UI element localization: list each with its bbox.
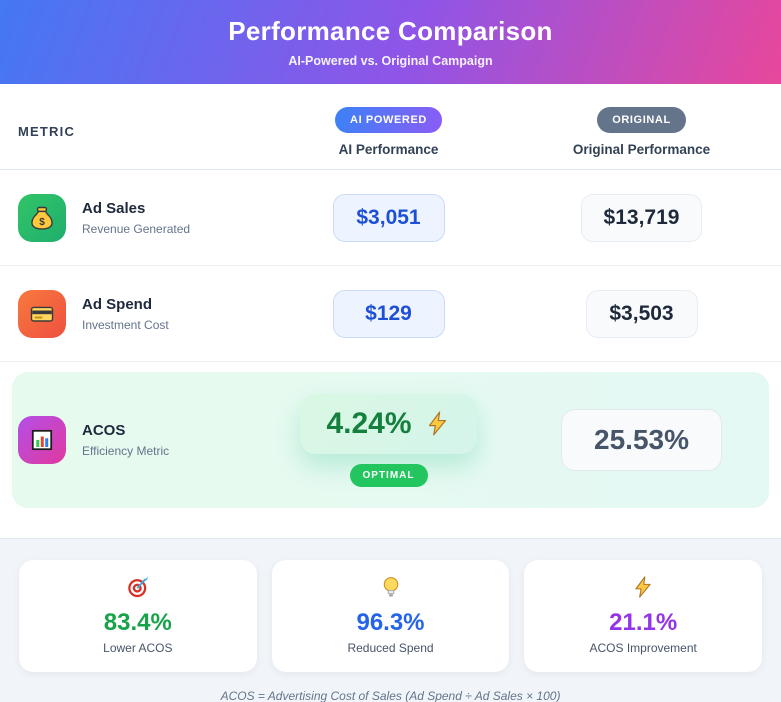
summary-label: Reduced Spend — [347, 641, 434, 655]
original-column-label: Original Performance — [572, 141, 711, 157]
summary-label: ACOS Improvement — [589, 641, 697, 655]
metric-cell: $ Ad Sales Revenue Generated — [18, 193, 262, 242]
ai-value-cell: 4.24% OPTIMAL — [262, 393, 515, 487]
table-row-ad-sales: $ Ad Sales Revenue Generated $3,051 $13,… — [0, 170, 781, 266]
original-value-cell: 25.53% — [515, 409, 768, 471]
acos-ai-value: 4.24% — [326, 406, 412, 440]
summary-value: 96.3% — [356, 609, 425, 636]
bar-chart-icon — [18, 416, 66, 464]
original-value: $13,719 — [580, 193, 703, 242]
metric-description: Investment Cost — [82, 317, 169, 332]
metric-cell: ACOS Efficiency Metric — [18, 416, 262, 464]
ai-column-header: AI POWERED AI Performance — [262, 106, 515, 157]
summary-footer: 83.4% Lower ACOS 96.3% Reduced Spend 21.… — [0, 538, 781, 702]
page-title: Performance Comparison — [228, 16, 553, 46]
summary-card-reduced-spend: 96.3% Reduced Spend — [271, 560, 510, 672]
original-value-cell: $3,503 — [515, 289, 768, 338]
table-header-row: METRIC AI POWERED AI Performance ORIGINA… — [0, 84, 781, 170]
metric-description: Revenue Generated — [82, 221, 191, 236]
acos-original-value: 25.53% — [561, 409, 722, 471]
ai-powered-badge: AI POWERED — [335, 106, 442, 133]
summary-value: 21.1% — [609, 609, 678, 636]
metric-text: ACOS Efficiency Metric — [82, 422, 169, 458]
metric-text: Ad Spend Investment Cost — [82, 296, 169, 332]
metric-name: ACOS — [82, 422, 126, 439]
table-row-acos-highlighted: ACOS Efficiency Metric 4.24% OPTIMAL 25.… — [12, 372, 769, 508]
summary-value: 83.4% — [103, 609, 172, 636]
ai-value-cell: $3,051 — [262, 193, 515, 242]
optimal-status-badge: OPTIMAL — [349, 463, 428, 487]
credit-card-icon — [18, 289, 66, 338]
metric-name: Ad Spend — [82, 295, 152, 313]
page-subtitle: AI-Powered vs. Original Campaign — [288, 54, 493, 68]
summary-card-acos-improvement: 21.1% ACOS Improvement — [524, 560, 763, 672]
money-bag-icon: $ — [18, 193, 66, 242]
metric-description: Efficiency Metric — [82, 444, 170, 458]
ai-column-label: AI Performance — [338, 141, 439, 157]
original-value-cell: $13,719 — [515, 193, 768, 242]
summary-card-lower-acos: 83.4% Lower ACOS — [19, 560, 257, 672]
metric-cell: Ad Spend Investment Cost — [18, 289, 262, 338]
ai-value: $129 — [332, 289, 445, 338]
acos-ai-value-box: 4.24% — [300, 393, 477, 454]
ai-value-cell: $129 — [262, 289, 515, 338]
table-row-ad-spend: Ad Spend Investment Cost $129 $3,503 — [0, 266, 781, 362]
original-badge: ORIGINAL — [597, 106, 686, 133]
summary-label: Lower ACOS — [103, 641, 173, 655]
light-bulb-icon — [280, 575, 502, 604]
header-banner: Performance Comparison AI-Powered vs. Or… — [0, 0, 781, 84]
original-column-header: ORIGINAL Original Performance — [515, 106, 768, 157]
svg-text:$: $ — [39, 217, 45, 228]
summary-cards: 83.4% Lower ACOS 96.3% Reduced Spend 21.… — [19, 560, 763, 672]
lightning-bolt-icon — [532, 575, 754, 604]
metric-text: Ad Sales Revenue Generated — [82, 200, 190, 236]
metric-name: Ad Sales — [82, 199, 146, 217]
acos-formula-footnote: ACOS = Advertising Cost of Sales (Ad Spe… — [220, 689, 561, 702]
dart-target-icon — [27, 575, 249, 604]
metric-column-header: METRIC — [18, 124, 76, 139]
ai-value: $3,051 — [332, 193, 445, 242]
lightning-bolt-icon — [428, 411, 446, 436]
original-value: $3,503 — [585, 289, 698, 338]
